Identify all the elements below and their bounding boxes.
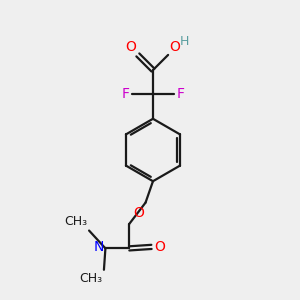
Text: CH₃: CH₃ [79,272,102,285]
Text: O: O [169,40,181,54]
Text: F: F [122,87,130,101]
Text: O: O [125,40,136,54]
Text: CH₃: CH₃ [64,215,88,228]
Text: H: H [179,35,189,48]
Text: O: O [154,240,165,254]
Text: O: O [133,206,144,220]
Text: N: N [94,240,104,254]
Text: F: F [176,87,184,101]
